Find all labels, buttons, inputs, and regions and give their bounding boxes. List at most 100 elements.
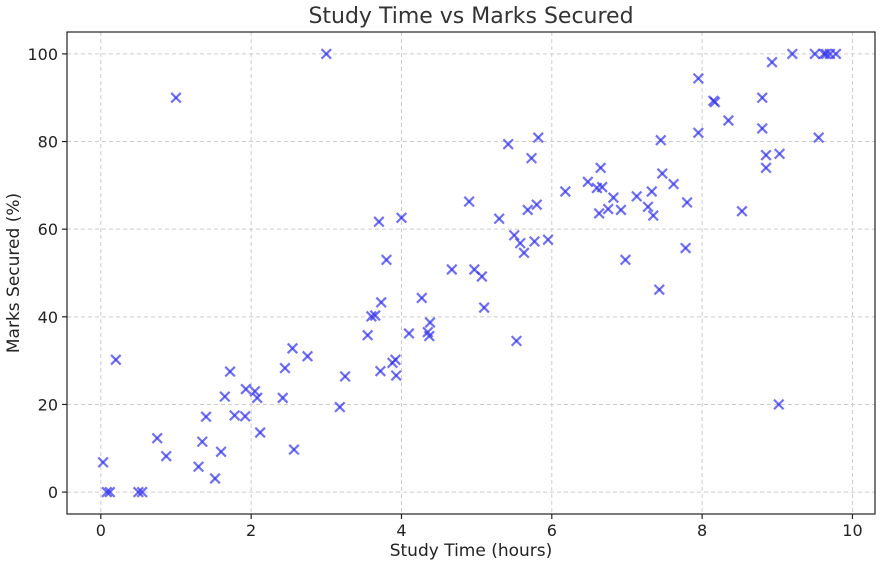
- data-point: [813, 132, 825, 144]
- data-point: [631, 190, 643, 202]
- data-point: [518, 247, 530, 259]
- data-point: [830, 48, 842, 60]
- data-point: [196, 436, 208, 448]
- data-points: [97, 48, 842, 498]
- data-point: [380, 254, 393, 266]
- y-tick-label: 0: [48, 483, 58, 502]
- y-tick-label: 60: [38, 220, 58, 239]
- data-point: [97, 456, 109, 468]
- data-point: [240, 383, 252, 395]
- data-point: [809, 48, 821, 60]
- data-point: [646, 185, 658, 198]
- data-point: [239, 410, 251, 422]
- data-point: [132, 486, 144, 498]
- data-point: [595, 162, 607, 174]
- data-point: [373, 216, 385, 228]
- data-point: [820, 48, 832, 60]
- data-point: [582, 176, 594, 188]
- data-point: [692, 127, 704, 139]
- data-point: [219, 390, 231, 403]
- data-point: [375, 296, 387, 308]
- data-point: [362, 329, 374, 341]
- data-point: [229, 409, 241, 421]
- data-point: [760, 149, 772, 161]
- chart-title: Study Time vs Marks Secured: [308, 4, 633, 29]
- data-point: [667, 178, 680, 190]
- data-point: [476, 270, 488, 283]
- data-point: [249, 385, 261, 397]
- y-axis-label: Marks Secured (%): [4, 193, 24, 353]
- data-point: [531, 199, 543, 211]
- data-point: [619, 254, 632, 266]
- data-point: [525, 152, 538, 164]
- data-point: [508, 229, 520, 241]
- data-point: [596, 181, 608, 193]
- data-point: [514, 237, 526, 249]
- data-point: [320, 48, 332, 60]
- data-point: [160, 450, 172, 462]
- data-point: [493, 213, 505, 225]
- data-point: [403, 327, 415, 340]
- data-point: [478, 302, 490, 314]
- data-point: [756, 92, 768, 104]
- data-point: [446, 263, 458, 276]
- data-point: [424, 316, 436, 329]
- data-point: [151, 432, 163, 444]
- data-point: [647, 210, 659, 222]
- data-point: [542, 234, 554, 246]
- data-point: [170, 92, 182, 104]
- data-point: [559, 185, 571, 198]
- data-point: [593, 207, 605, 219]
- data-point: [502, 138, 514, 150]
- x-tick-label: 4: [396, 521, 406, 540]
- data-point: [528, 235, 541, 248]
- data-point: [288, 444, 300, 456]
- x-tick-label: 0: [96, 521, 106, 540]
- data-point: [773, 398, 785, 411]
- data-point: [390, 369, 402, 382]
- data-point: [607, 192, 620, 204]
- data-point: [522, 204, 534, 216]
- x-axis-label: Study Time (hours): [390, 541, 553, 561]
- data-point: [692, 72, 704, 85]
- x-tick-label: 6: [547, 521, 557, 540]
- data-point: [374, 365, 387, 377]
- data-point: [736, 205, 748, 217]
- data-point: [254, 426, 266, 439]
- data-point: [279, 362, 291, 374]
- data-point: [423, 330, 435, 342]
- data-point: [215, 446, 227, 458]
- data-point: [286, 342, 299, 354]
- data-point: [681, 196, 693, 209]
- y-tick-label: 100: [27, 45, 58, 64]
- grid: [67, 32, 875, 514]
- data-point: [104, 486, 116, 498]
- data-point: [510, 335, 523, 347]
- data-point: [786, 48, 798, 60]
- data-point: [416, 292, 428, 304]
- data-point: [365, 310, 377, 322]
- data-point: [532, 132, 544, 144]
- data-point: [615, 204, 627, 216]
- data-point: [655, 134, 667, 146]
- data-point: [192, 461, 205, 473]
- data-point: [773, 148, 786, 160]
- x-tick-label: 10: [842, 521, 862, 540]
- data-point: [602, 203, 614, 215]
- data-point: [760, 162, 772, 174]
- data-point: [642, 201, 654, 213]
- data-point: [756, 122, 768, 134]
- data-point: [224, 366, 236, 378]
- data-point: [709, 96, 721, 108]
- data-point: [680, 242, 692, 254]
- data-point: [766, 56, 778, 68]
- y-tick-label: 80: [38, 133, 58, 152]
- data-point: [301, 350, 314, 362]
- data-point: [653, 284, 665, 296]
- data-point: [369, 309, 381, 322]
- data-point: [656, 167, 668, 180]
- data-point: [136, 486, 148, 498]
- data-point: [277, 392, 289, 404]
